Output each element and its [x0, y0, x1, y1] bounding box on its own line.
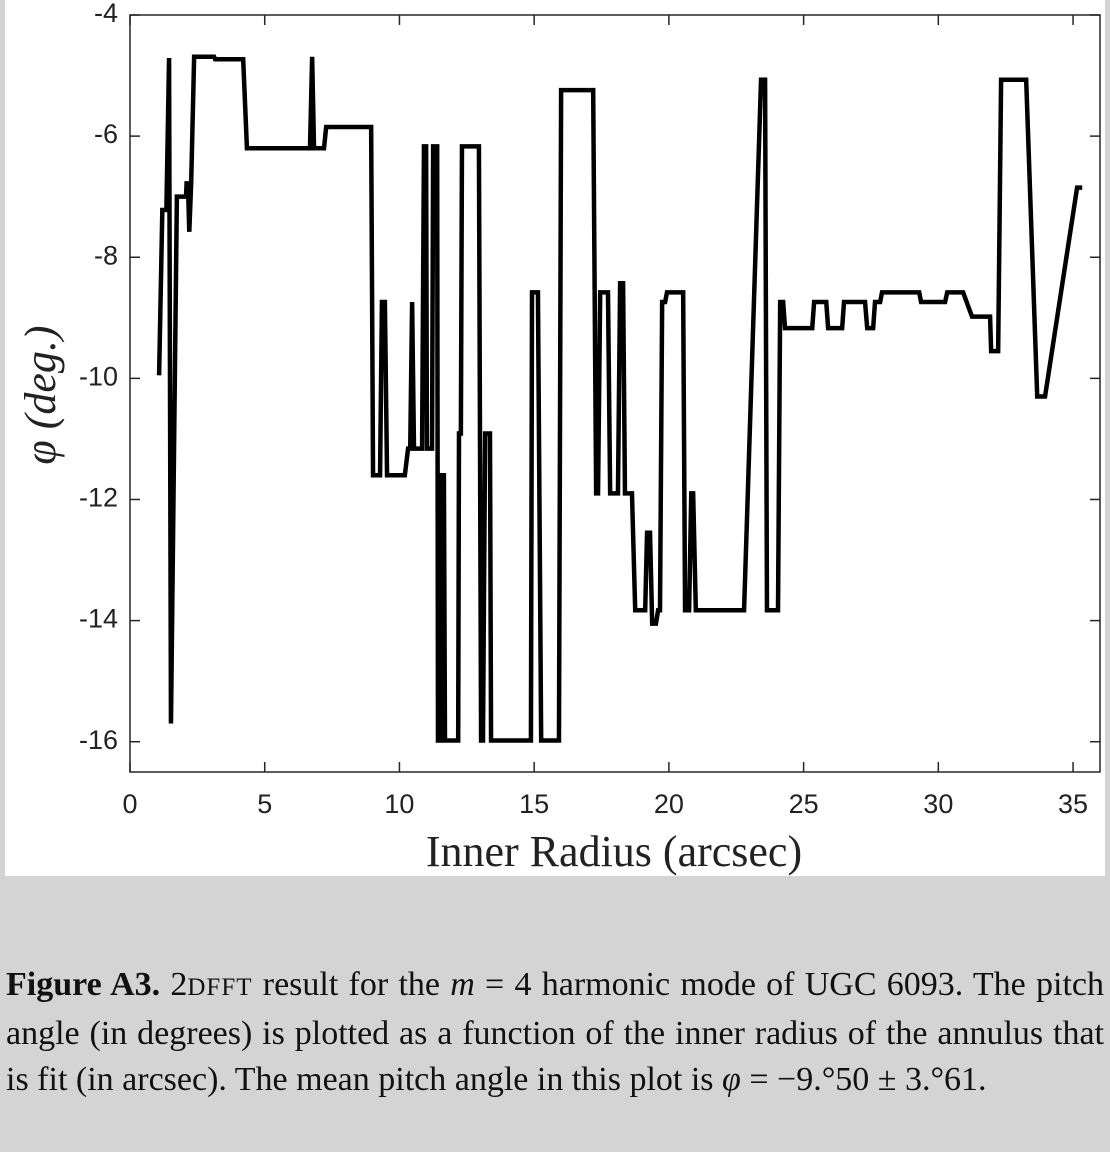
y-tick-label: -16 — [79, 725, 118, 755]
data-line — [156, 54, 1083, 743]
y-tick-label: -12 — [79, 483, 118, 513]
x-tick-label: 10 — [384, 789, 414, 819]
x-tick-label: 5 — [257, 789, 272, 819]
y-tick-label: -6 — [94, 119, 118, 149]
caption-symbol: m — [450, 966, 475, 1003]
y-tick-label: -4 — [94, 0, 118, 28]
caption-text: result for the — [252, 966, 451, 1003]
caption-text: = −9.°50 ± 3.°61. — [740, 1061, 987, 1098]
plot-frame — [129, 14, 1101, 773]
y-tick-label: -8 — [94, 240, 118, 270]
x-tick-label: 15 — [519, 789, 549, 819]
caption-label: Figure A3. — [6, 966, 161, 1003]
caption-text: DFFT — [187, 974, 253, 1001]
x-tick-label: 0 — [122, 789, 137, 819]
x-tick-label: 25 — [789, 789, 819, 819]
x-tick-label: 35 — [1058, 789, 1088, 819]
y-tick-label: -10 — [79, 361, 118, 391]
caption-text: 2 — [160, 966, 188, 1003]
chart-background — [5, 0, 1105, 876]
x-tick-label: 30 — [923, 789, 953, 819]
caption-text: = 4 harmonic mode of UGC 6093. The pitch… — [6, 966, 1104, 1098]
y-tick-label: -14 — [79, 604, 118, 634]
x-axis-label: Inner Radius (arcsec) — [426, 827, 802, 876]
caption: Figure A3. 2DFFT result for the m = 4 ha… — [6, 962, 1104, 1103]
caption-symbol: φ — [722, 1061, 741, 1098]
x-tick-label: 20 — [654, 789, 684, 819]
y-axis-label: φ (deg.) — [16, 325, 65, 464]
chart: Inner Radius (arcsec) φ (deg.) 0 5 10 15 20 2… — [5, 0, 1105, 876]
